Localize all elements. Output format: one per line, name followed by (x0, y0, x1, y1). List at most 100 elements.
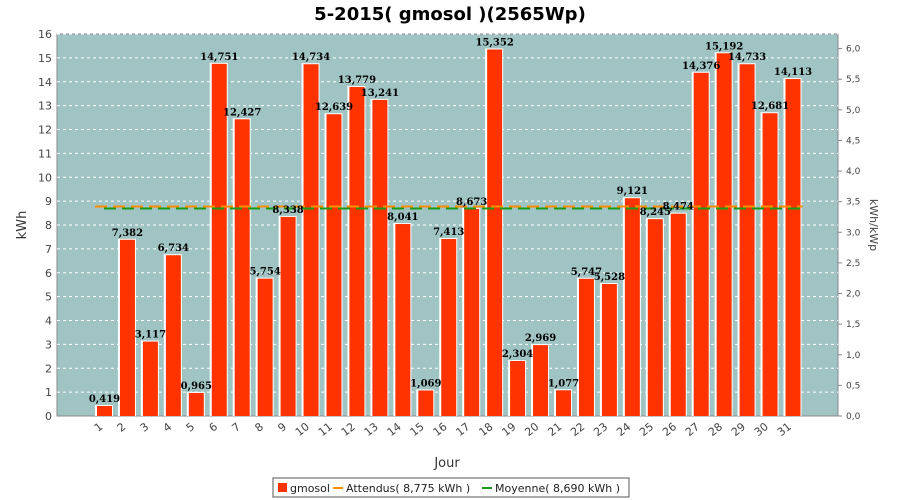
x-tick-label: 15 (408, 420, 427, 439)
bar (785, 79, 801, 416)
bar (142, 341, 158, 416)
y-tick-label: 13 (38, 100, 52, 113)
y-tick-label: 16 (38, 28, 52, 41)
data-label: 1,069 (410, 378, 441, 389)
x-tick-label: 30 (752, 420, 771, 439)
x-tick-label: 20 (522, 420, 541, 439)
bar (762, 113, 778, 417)
data-label: 5,528 (594, 272, 625, 283)
x-tick-label: 9 (275, 420, 289, 435)
legend-box (272, 477, 630, 498)
y-right-tick-label: 5,5 (846, 75, 860, 85)
x-tick-label: 10 (293, 420, 312, 439)
data-labels: 0,419 7,382 3,117 6,734 0,965 14,751 12,427 5,7… (89, 37, 812, 405)
data-label: 0,419 (89, 394, 120, 405)
bar (441, 239, 457, 416)
x-tick-label: 21 (545, 420, 564, 439)
chart-title: 5-2015( gmosol )(2565Wp) (314, 4, 586, 25)
bar (533, 345, 549, 416)
y-right-tick-label: 2,0 (846, 290, 861, 300)
y-right-tick-label: 0,0 (846, 412, 861, 422)
x-axis: 1 2 3 4 5 6 7 8 9 10 11 12 13 14 15 16 17 18 19 20 21 22 23 24 2… (92, 420, 794, 439)
data-label: 14,734 (292, 52, 330, 63)
bar (693, 72, 709, 416)
y-tick-label: 10 (38, 171, 52, 184)
y-tick-label: 15 (38, 52, 52, 65)
data-label: 12,427 (223, 107, 261, 118)
x-tick-label: 19 (499, 420, 518, 439)
data-label: 8,673 (456, 197, 487, 208)
x-tick-label: 13 (362, 420, 381, 439)
bar (211, 63, 227, 416)
data-label: 8,338 (272, 205, 303, 216)
bar (670, 213, 686, 416)
bar (372, 99, 388, 416)
data-label: 5,747 (571, 267, 602, 278)
bar (647, 219, 663, 416)
x-tick-label: 12 (339, 420, 358, 439)
y-right-tick-label: 5,0 (846, 106, 861, 116)
data-label: 12,639 (315, 102, 353, 113)
x-tick-label: 7 (230, 420, 244, 435)
data-label: 7,382 (112, 228, 143, 239)
x-tick-label: 23 (591, 420, 610, 439)
data-label: 14,733 (728, 52, 766, 63)
bar (234, 119, 250, 417)
x-tick-label: 1 (92, 420, 106, 435)
x-tick-label: 8 (252, 420, 266, 435)
data-label: 13,779 (338, 75, 376, 86)
y-tick-label: 2 (45, 362, 52, 375)
data-label: 8,474 (663, 202, 694, 213)
bars (95, 48, 802, 417)
y-right-tick-label: 3,5 (846, 198, 860, 208)
data-label: 3,117 (135, 330, 166, 341)
legend-label-gmosol: gmosol (290, 482, 330, 495)
x-tick-label: 5 (184, 420, 198, 435)
bar (395, 224, 411, 416)
data-label: 2,304 (502, 349, 533, 360)
y-tick-label: 14 (38, 76, 52, 89)
bar (349, 87, 365, 417)
bar (556, 390, 571, 416)
y-right-tick-label: 1,5 (846, 320, 860, 330)
bar (119, 239, 135, 416)
data-label: 5,754 (249, 267, 280, 278)
x-tick-label: 4 (161, 420, 175, 435)
data-label: 1,077 (548, 378, 579, 389)
x-tick-label: 29 (729, 420, 748, 439)
x-tick-label: 26 (660, 420, 679, 439)
x-tick-label: 2 (115, 420, 129, 435)
bar (165, 255, 181, 416)
bar (510, 360, 526, 416)
bar (326, 114, 342, 417)
bar (257, 278, 273, 416)
x-tick-label: 28 (706, 420, 725, 439)
bar (280, 216, 296, 416)
y-right-tick-label: 3,0 (846, 228, 861, 238)
y-right-tick-label: 2,5 (846, 259, 860, 269)
y-right-tick-label: 1,0 (846, 351, 861, 361)
data-label: 15,352 (476, 37, 514, 48)
bar (716, 53, 732, 416)
data-label: 14,751 (200, 52, 238, 63)
data-label: 15,192 (705, 41, 743, 52)
data-label: 8,245 (640, 207, 671, 218)
x-tick-label: 11 (316, 420, 335, 439)
bar (97, 405, 112, 416)
y-tick-label: 5 (45, 291, 52, 304)
bar (418, 390, 434, 416)
y-right-tick-label: 4,0 (846, 167, 861, 177)
x-tick-label: 22 (568, 420, 587, 439)
data-label: 12,681 (751, 101, 789, 112)
y-axis-right: 0,0 0,5 1,0 1,5 2,0 2,5 3,0 3,5 4,0 4,5 5,0 5,5 6,0 (838, 45, 861, 422)
data-label: 2,969 (525, 333, 556, 344)
y-tick-label: 0 (45, 410, 52, 423)
data-label: 6,734 (158, 243, 189, 254)
y-tick-label: 8 (45, 219, 52, 232)
x-axis-title: Jour (433, 456, 460, 471)
y-tick-label: 6 (45, 267, 52, 280)
y-tick-label: 3 (45, 338, 52, 351)
x-tick-label: 24 (614, 420, 633, 439)
